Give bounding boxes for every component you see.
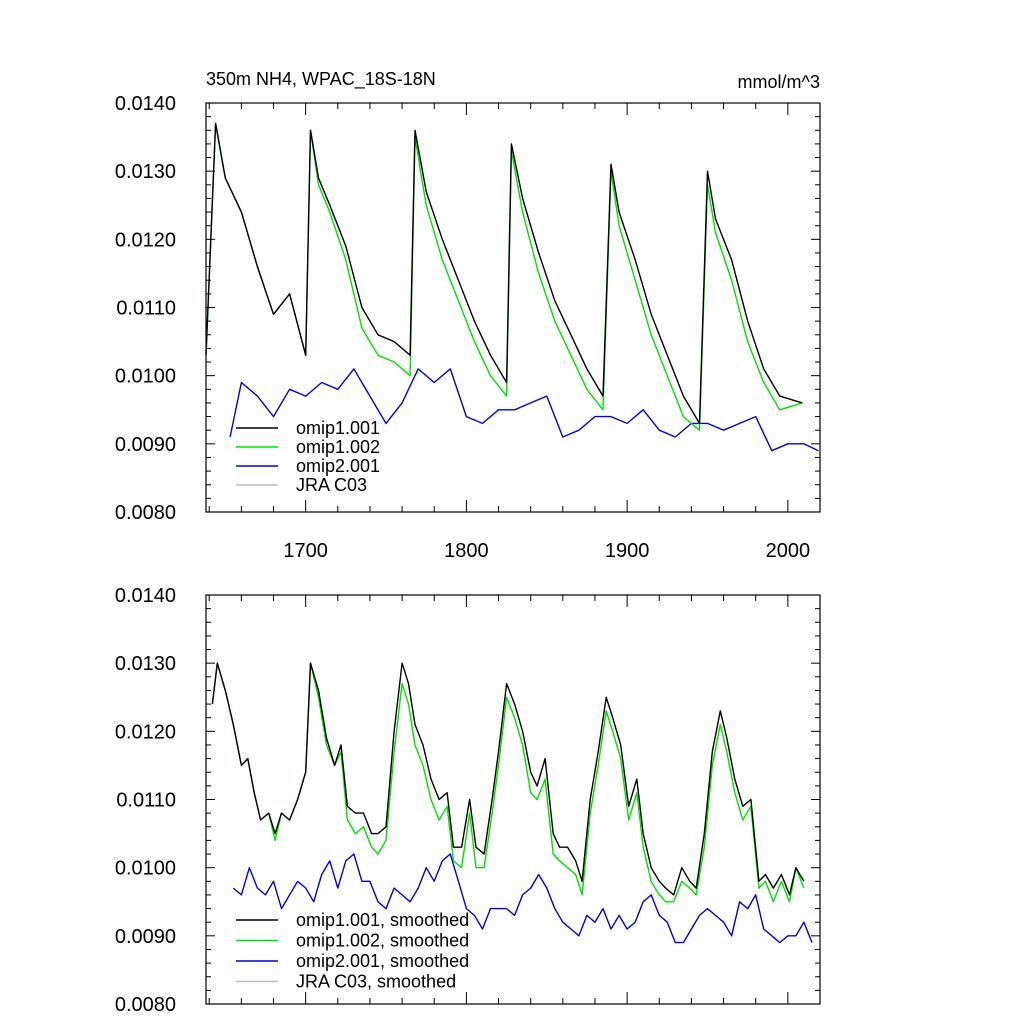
series-line-1 — [211, 662, 805, 903]
x-tick-label: 2000 — [766, 540, 811, 562]
legend-label-2: omip2.001, smoothed — [296, 951, 469, 971]
top-panel: 0.0080 0.0090 0.0100 0.0110 0.0120 0.0130 0.01… — [115, 69, 821, 562]
legend-label-3: JRA C03 — [296, 475, 367, 495]
series-line-1 — [205, 122, 803, 431]
x-tick-label: 1800 — [444, 540, 489, 562]
y-tick-label: 0.0100 — [115, 858, 176, 880]
legend-label-0: omip1.001, smoothed — [296, 910, 469, 930]
units-label: mmol/m^3 — [738, 72, 820, 92]
x-tick-label: 1900 — [605, 540, 650, 562]
series-line-2 — [229, 368, 819, 452]
legend-label-1: omip1.002 — [296, 437, 380, 457]
y-tick-label: 0.0140 — [115, 93, 176, 115]
y-tick-label: 0.0120 — [115, 229, 176, 251]
chart-title: 350m NH4, WPAC_18S-18N — [206, 69, 436, 90]
legend-label-1: omip1.002, smoothed — [296, 931, 469, 951]
x-tick-label: 1700 — [283, 540, 328, 562]
series-line-0 — [205, 122, 803, 425]
y-tick-label: 0.0130 — [115, 653, 176, 675]
bottom-panel: 0.0080 0.0090 0.0100 0.0110 0.0120 0.0130 0.01… — [115, 585, 821, 1016]
y-tick-label: 0.0090 — [115, 434, 176, 456]
y-tick-label: 0.0090 — [115, 926, 176, 948]
series-line-2 — [232, 853, 813, 944]
y-tick-label: 0.0130 — [115, 161, 176, 183]
series-line-0 — [211, 662, 805, 896]
legend-label-3: JRA C03, smoothed — [296, 972, 456, 992]
y-tick-label: 0.0140 — [115, 585, 176, 607]
legend-label-2: omip2.001 — [296, 456, 380, 476]
y-tick-label: 0.0120 — [115, 721, 176, 743]
y-tick-label: 0.0100 — [115, 366, 176, 388]
y-tick-label: 0.0080 — [115, 502, 176, 524]
y-tick-label: 0.0080 — [115, 994, 176, 1016]
y-tick-label: 0.0110 — [116, 298, 176, 320]
y-tick-label: 0.0110 — [116, 790, 176, 812]
legend-label-0: omip1.001 — [296, 418, 380, 438]
